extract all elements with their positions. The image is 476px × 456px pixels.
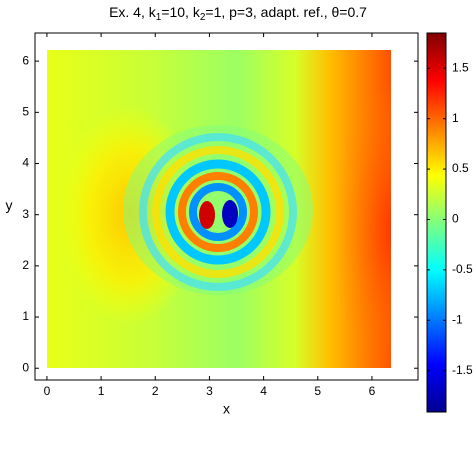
colorbar	[426, 32, 447, 413]
y-tick-label: 3	[22, 207, 29, 221]
axes-box	[34, 32, 419, 381]
y-tick-label: 2	[22, 258, 29, 272]
colorbar-tick-label: -1.5	[452, 363, 473, 377]
y-tick-label: 4	[22, 156, 29, 170]
x-tick-label: 1	[98, 384, 105, 398]
title-part: 1	[156, 12, 162, 23]
x-tick-label: 0	[44, 384, 51, 398]
colorbar-tick-label: 0	[452, 212, 459, 226]
x-tick-label: 5	[314, 384, 321, 398]
x-tick-label: 6	[369, 384, 376, 398]
y-tick-label: 1	[22, 309, 29, 323]
y-tick-label: 0	[22, 360, 29, 374]
title-part: 2	[200, 12, 206, 23]
field	[47, 50, 391, 368]
x-tick-label: 4	[260, 384, 267, 398]
title-part: =1, p=3, adapt. ref., θ=0.7	[205, 4, 367, 20]
colorbar-tick-label: 1.5	[452, 60, 469, 74]
x-tick-label: 2	[152, 384, 159, 398]
x-axis-label: x	[223, 401, 230, 417]
x-tick-label: 3	[206, 384, 213, 398]
y-tick-label: 5	[22, 105, 29, 119]
y-tick-label: 6	[22, 53, 29, 67]
title-part: =10, k	[161, 4, 201, 20]
title-part: Ex. 4, k	[109, 4, 157, 20]
colorbar-tick-label: -1	[452, 312, 463, 326]
y-axis-label: y	[6, 197, 13, 213]
colorbar-tick-label: 0.5	[452, 161, 469, 175]
chart-title: Ex. 4, k1=10, k2=1, p=3, adapt. ref., θ=…	[109, 4, 367, 23]
colorbar-tick-label: -0.5	[452, 262, 473, 276]
colorbar-tick-label: 1	[452, 111, 459, 125]
